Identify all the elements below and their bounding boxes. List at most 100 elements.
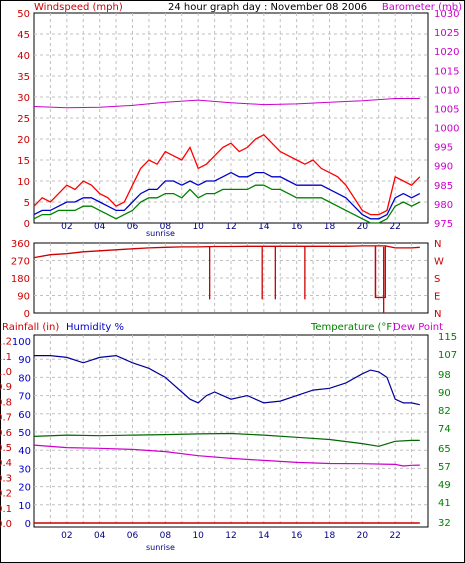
humidity-tick: 50 bbox=[18, 428, 31, 439]
rainfall-tick-labels: 0.0 0.1 0.2 0.3 0.4 0.5 0.6 0.7 0.8 0.9 1.0 1.1 1.2 bbox=[0, 337, 12, 530]
humidity-tick: 70 bbox=[18, 392, 31, 403]
direction-degree-tick: 0 bbox=[24, 309, 30, 320]
series-direction bbox=[33, 245, 420, 259]
sunrise-label: sunrise bbox=[146, 543, 175, 552]
barometer-tick-labels: 975 980 985 990 995 1000 1005 1010 1015 1020 1025 1… bbox=[434, 9, 459, 230]
temperature-tick: 65 bbox=[438, 444, 451, 455]
barometer-tick: 1020 bbox=[434, 47, 459, 58]
rainfall-tick: 0.0 bbox=[0, 519, 12, 530]
temperature-tick: 74 bbox=[438, 424, 451, 435]
temperature-tick: 82 bbox=[438, 406, 451, 417]
windspeed-tick: 5 bbox=[24, 198, 30, 209]
windspeed-tick: 20 bbox=[17, 135, 30, 146]
series-barometer bbox=[33, 98, 420, 109]
rainfall-tick: 0.9 bbox=[0, 382, 12, 393]
rainfall-tick: 1.2 bbox=[0, 337, 12, 348]
barometer-tick: 1025 bbox=[434, 28, 459, 39]
barometer-tick: 975 bbox=[434, 219, 453, 230]
x-tick-label: 10 bbox=[192, 222, 204, 232]
x-tick-label: 18 bbox=[324, 531, 336, 541]
humidity-plot-grid bbox=[34, 335, 428, 527]
x-tick-label: 14 bbox=[258, 531, 270, 541]
temperature-axis-title: Temperature (°F) bbox=[310, 322, 396, 333]
temperature-tick: 90 bbox=[438, 388, 451, 399]
series-average bbox=[33, 171, 421, 220]
barometer-tick: 985 bbox=[434, 181, 453, 192]
windspeed-tick: 0 bbox=[24, 219, 30, 230]
windspeed-tick: 50 bbox=[17, 9, 30, 20]
windspeed-tick: 15 bbox=[17, 156, 30, 167]
x-tick-label: 16 bbox=[291, 531, 303, 541]
humidity-tick-labels: 0 10 20 30 40 50 60 70 80 90 100 bbox=[12, 337, 31, 530]
sunrise-label: sunrise bbox=[146, 229, 175, 238]
x-tick-label: 08 bbox=[160, 222, 172, 232]
rainfall-tick: 0.5 bbox=[0, 443, 12, 454]
wind-x-tick-labels: 02 04 06 08 10 12 14 16 18 20 22 bbox=[61, 222, 401, 232]
barometer-tick: 1030 bbox=[434, 9, 459, 20]
windspeed-axis-title: Windspeed (mph) bbox=[34, 2, 123, 13]
x-tick-label: 14 bbox=[258, 222, 270, 232]
humidity-tick: 40 bbox=[18, 446, 31, 457]
humidity-tick: 80 bbox=[18, 373, 31, 384]
windspeed-tick: 35 bbox=[17, 72, 30, 83]
barometer-tick: 990 bbox=[434, 162, 453, 173]
x-tick-label: 06 bbox=[127, 222, 139, 232]
rainfall-tick: 0.6 bbox=[0, 428, 12, 439]
direction-degree-tick: 270 bbox=[11, 257, 30, 268]
temperature-tick: 98 bbox=[438, 370, 451, 381]
series-humidity bbox=[34, 354, 420, 406]
direction-compass-tick: N bbox=[434, 309, 441, 320]
x-tick-label: 04 bbox=[94, 222, 106, 232]
dewpoint-axis-title: Dew Point bbox=[393, 322, 443, 333]
windspeed-tick: 40 bbox=[17, 51, 30, 62]
temperature-tick: 32 bbox=[438, 518, 451, 529]
windspeed-tick: 30 bbox=[17, 93, 30, 104]
rainfall-tick: 0.7 bbox=[0, 413, 12, 424]
x-tick-label: 02 bbox=[61, 222, 72, 232]
barometer-axis-title: Barometer (mb) bbox=[382, 2, 462, 13]
direction-series bbox=[33, 245, 420, 313]
direction-degree-tick: 180 bbox=[11, 274, 30, 285]
direction-degree-labels: 0 90 180 270 360 bbox=[11, 239, 30, 320]
windspeed-tick: 25 bbox=[17, 114, 30, 125]
x-tick-label: 10 bbox=[192, 531, 204, 541]
barometer-tick: 1005 bbox=[434, 104, 459, 115]
rainfall-tick: 1.0 bbox=[0, 367, 12, 378]
series-temperature bbox=[33, 432, 420, 447]
x-tick-label: 20 bbox=[357, 531, 369, 541]
humidity-tick: 60 bbox=[18, 410, 31, 421]
temperature-tick: 41 bbox=[438, 498, 451, 509]
temperature-tick: 49 bbox=[438, 480, 451, 491]
rainfall-tick: 0.1 bbox=[0, 504, 12, 515]
windspeed-tick-labels: 0 5 10 15 20 25 30 35 40 45 50 bbox=[17, 9, 30, 230]
x-tick-label: 06 bbox=[127, 531, 139, 541]
rainfall-tick: 0.2 bbox=[0, 489, 12, 500]
series-dewpoint bbox=[33, 444, 420, 467]
direction-box-dip bbox=[374, 245, 386, 299]
wind-plot-grid bbox=[34, 13, 428, 223]
barometer-tick: 1015 bbox=[434, 66, 459, 77]
direction-degree-tick: 90 bbox=[17, 292, 30, 303]
windspeed-tick: 10 bbox=[17, 177, 30, 188]
temperature-tick: 107 bbox=[438, 350, 457, 361]
x-tick-label: 02 bbox=[61, 531, 72, 541]
direction-compass-tick: N bbox=[434, 239, 441, 250]
temperature-tick: 115 bbox=[438, 332, 457, 343]
humidity-tick: 30 bbox=[18, 464, 31, 475]
barometer-tick: 995 bbox=[434, 143, 453, 154]
direction-plot-frame bbox=[33, 242, 429, 314]
wind-barometer-panel: Windspeed (mph) 24 hour graph day : Nove… bbox=[17, 2, 462, 238]
x-tick-label: 12 bbox=[225, 222, 236, 232]
direction-compass-tick: S bbox=[434, 274, 440, 285]
direction-compass-tick: E bbox=[434, 292, 440, 303]
direction-degree-tick: 360 bbox=[11, 239, 30, 250]
rainfall-axis-title: Rainfall (in) bbox=[2, 322, 59, 333]
series-gust bbox=[33, 134, 421, 216]
humidity-plot-series bbox=[33, 354, 420, 524]
humidity-tick: 100 bbox=[12, 337, 31, 348]
x-tick-label: 22 bbox=[389, 222, 400, 232]
x-tick-label: 16 bbox=[291, 222, 303, 232]
